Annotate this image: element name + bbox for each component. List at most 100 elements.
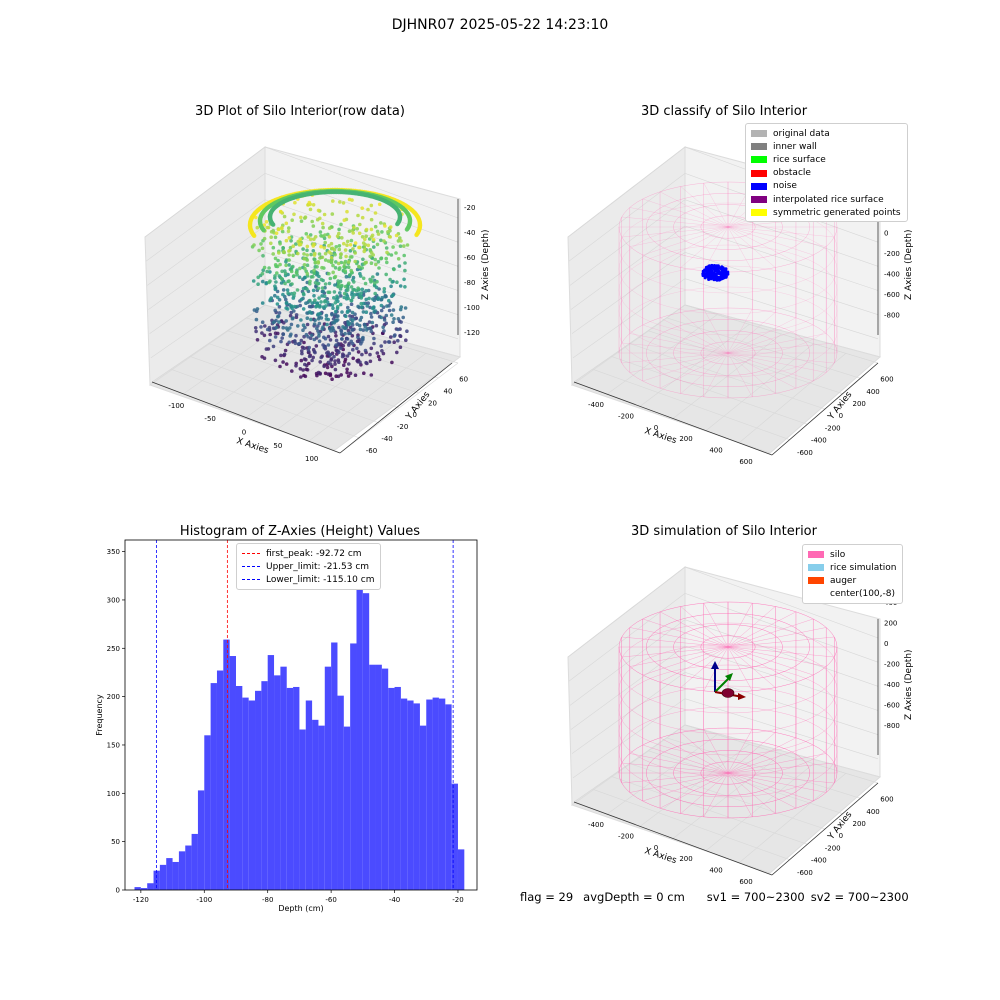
histogram-bar [255, 690, 262, 890]
histogram-bar [293, 686, 300, 890]
raw-x-tick: -50 [204, 415, 215, 423]
classify-legend-item: rice surface [751, 153, 901, 166]
classify-legend-item: inner wall [751, 140, 901, 153]
simulation-legend: silo rice simulation auger center(100,-8) [802, 544, 904, 604]
histogram-bar [140, 888, 148, 890]
simulation-legend-label: silo [830, 549, 846, 560]
histogram-bars [134, 556, 465, 890]
raw-y-tick: 20 [428, 399, 437, 407]
histogram-bar [210, 683, 217, 890]
sim-z-tick: 200 [884, 620, 897, 628]
histogram-title: Histogram of Z-Axies (Height) Values [179, 524, 421, 539]
classify-legend-item: obstacle [751, 167, 901, 180]
histogram-x-tick-label: -40 [389, 896, 400, 904]
histogram-bar [261, 681, 268, 890]
histogram-y-tick-label: 100 [107, 790, 120, 798]
sim-y-tick: 400 [866, 808, 879, 816]
cls-z-tick: -600 [884, 291, 900, 299]
sim-z-tick: 0 [884, 640, 888, 648]
sim-z-tick: -600 [884, 702, 900, 710]
raw-z-tick: -60 [464, 254, 475, 262]
raw-x-tick: 50 [273, 442, 282, 450]
raw-y-tick-labels: -60 -40 -20 0 20 40 60 [366, 375, 468, 455]
classify-legend-item: interpolated rice surface [751, 193, 901, 206]
histogram-y-ticks: 0 50 100 150 200 250 300 350 [107, 548, 125, 895]
histogram-bar [388, 687, 395, 890]
flag-text: flag = 29 [520, 890, 574, 904]
classify-legend-swatch [751, 130, 767, 138]
simulation-legend-swatch [808, 577, 824, 585]
raw-z-tick: -100 [464, 304, 480, 312]
raw-x-tick: -100 [168, 402, 184, 410]
cls-x-tick: 200 [679, 435, 692, 443]
simulation-legend-item: center(100,-8) [808, 588, 896, 601]
cls-y-tick: 600 [880, 376, 893, 384]
histogram-y-tick-label: 0 [116, 887, 120, 895]
sim-x-tick: -400 [588, 821, 604, 829]
cls-z-tick: 0 [884, 230, 888, 238]
histogram-bar [147, 883, 154, 890]
cls-x-tick: 0 [654, 424, 658, 432]
classify-noise-cluster [701, 263, 730, 282]
classify-legend-item: symmetric generated points [751, 206, 901, 219]
classify-legend: original data inner wall rice surface obsta… [745, 123, 908, 223]
cls-y-tick: 200 [853, 400, 866, 408]
histogram-chart: -120 -100 -80 -60 -40 -20 0 50 100 150 200 250 300 3… [95, 539, 478, 913]
histogram-bar [248, 700, 256, 890]
histogram-bar [178, 851, 186, 890]
sim-y-tick: -400 [811, 857, 827, 865]
histogram-bar [419, 725, 427, 890]
raw-y-tick: 40 [444, 387, 453, 395]
raw-z-tick: -20 [464, 204, 475, 212]
simulation-z-tick-labels: 4002000-200-400-600-800 [884, 599, 900, 730]
simulation-silo-wireframe [618, 601, 838, 819]
status-footer: flag = 29 avgDepth = 0 cm sv1 = 700~2300 sv… [520, 890, 919, 904]
classify-x-axis-label: X Axies [643, 426, 678, 446]
classify-legend-label: obstacle [773, 168, 811, 179]
histogram-x-tick-label: -60 [325, 896, 336, 904]
sim-x-tick: 600 [739, 878, 752, 885]
histogram-legend-item: Lower_limit: -115.10 cm [242, 573, 374, 586]
sim-x-tick: -200 [618, 832, 634, 840]
histogram-legend-label: first_peak: -92.72 cm [266, 548, 362, 559]
histogram-legend-swatch [242, 553, 260, 555]
raw-z-axis-label: Z Axies (Depth) [481, 229, 490, 300]
cls-z-tick: -200 [884, 250, 900, 258]
cls-y-tick: -600 [797, 449, 813, 457]
raw-point-cloud [247, 187, 423, 381]
histogram-bar [337, 695, 344, 890]
histogram-legend-label: Upper_limit: -21.53 cm [266, 561, 370, 572]
simulation-legend-label: center(100,-8) [830, 589, 895, 600]
simulation-x-axis-label: X Axies [643, 846, 678, 866]
histogram-bar [400, 698, 408, 890]
histogram-bar [299, 729, 306, 890]
sv2-text: sv2 = 700~2300 [810, 890, 909, 904]
histogram-bar [204, 735, 211, 890]
raw-z-tick: -40 [464, 229, 475, 237]
cls-x-tick: 600 [739, 458, 752, 465]
simulation-legend-label: auger [830, 575, 857, 586]
histogram-bar [312, 719, 319, 890]
simulation-legend-item: rice simulation [808, 561, 896, 574]
histogram-y-tick-label: 350 [107, 548, 120, 556]
raw-x-tick: 0 [242, 429, 246, 437]
histogram-bar [350, 643, 357, 890]
histogram-bar [305, 700, 313, 890]
histogram-bar [318, 725, 325, 890]
histogram-bar [426, 699, 433, 890]
raw-z-tick: -80 [464, 279, 475, 287]
simulation-x-tick-labels: -400 -200 0 200 400 600 [588, 821, 753, 885]
simulation-axis-lines [573, 619, 879, 876]
raw-x-tick: 100 [305, 455, 318, 463]
classify-legend-swatch [751, 182, 767, 190]
avg-depth-text: avgDepth = 0 cm [583, 890, 685, 904]
histogram-bar [172, 861, 179, 890]
cls-y-tick: 400 [866, 388, 879, 396]
histogram-bar [166, 858, 173, 890]
classify-legend-label: rice surface [773, 154, 826, 165]
histogram-y-tick-label: 150 [107, 741, 120, 749]
raw-y-tick: 60 [459, 375, 468, 383]
sim-z-tick: -200 [884, 661, 900, 669]
raw-plot-title: 3D Plot of Silo Interior(row data) [195, 104, 405, 119]
